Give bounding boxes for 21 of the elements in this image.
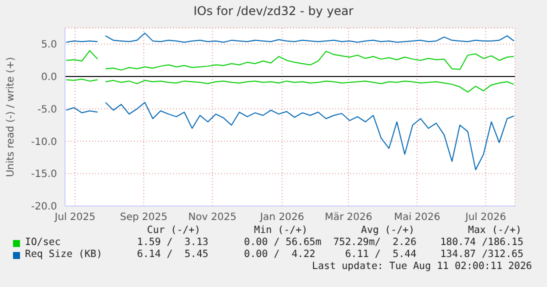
text: Last update: Tue Aug 11 02:00:11 2026 [312,261,532,273]
x-tick-label: Mär 2026 [324,212,372,224]
x-tick-label: Nov 2025 [188,212,236,224]
y-tick-label: -15.0 [31,169,57,180]
text: 1.59 / 3.13 0.00 / 56.65m 752.29m/ 2.26 180.74 /186.15 [137,237,524,249]
y-tick-label: 5.0 [41,40,57,51]
legend-label: Req Size (KB) [25,249,102,261]
x-tick-label: Jul 2026 [464,212,506,224]
chart-title: IOs for /dev/zd32 - by year [192,4,354,18]
text: Cur (-/+) Min (-/+) Avg (-/+) Max (-/+) [147,225,522,237]
y-axis-title: Units read (-) / write (+) [6,56,17,178]
y-tick-label: -5.0 [37,104,57,116]
y-tick-label: -20.0 [31,202,57,213]
x-tick-label: Jan 2026 [259,212,304,224]
y-tick-label: -10.0 [31,136,57,148]
x-tick-label: Jul 2025 [54,212,96,224]
x-tick-label: Mai 2026 [394,212,440,224]
text: 6.14 / 5.45 0.00 / 4.22 6.11 / 5.44 134.87 /312.65 [137,249,524,261]
y-tick-label: 0.0 [41,72,57,84]
x-tick-label: Sep 2025 [120,212,168,224]
legend-label: IO/sec [25,237,61,249]
